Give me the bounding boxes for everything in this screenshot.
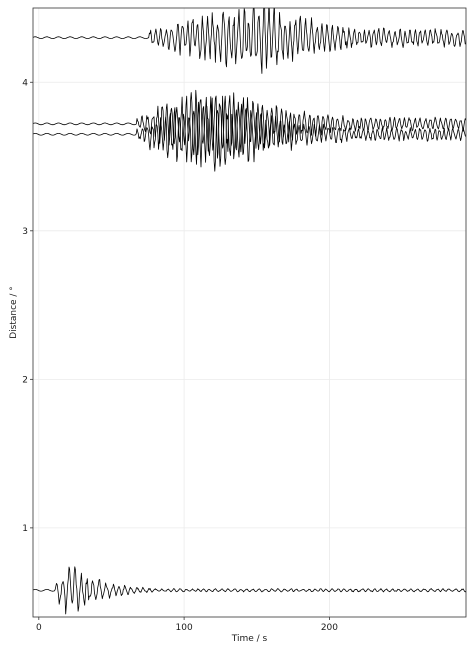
axis-ticks: 0 100 200 1 2 3 4 (22, 78, 338, 633)
grid-lines (33, 8, 466, 617)
x-axis-title: Time / s (231, 634, 268, 644)
x-tick-label: 100 (176, 623, 193, 633)
x-tick-label: 200 (321, 623, 338, 633)
seismogram-trace (33, 566, 466, 615)
plot-panel-border (32, 7, 467, 618)
y-tick-label: 1 (22, 524, 28, 534)
seismogram-traces (33, 8, 466, 615)
y-tick-label: 2 (22, 375, 28, 385)
seismogram-trace (33, 95, 466, 172)
x-tick-label: 0 (36, 623, 42, 633)
y-tick-label: 4 (22, 78, 28, 88)
y-tick-label: 3 (22, 227, 28, 237)
y-axis-title: Distance / ° (9, 286, 19, 339)
seismogram-trace (33, 8, 466, 74)
seismogram-trace (33, 89, 466, 159)
